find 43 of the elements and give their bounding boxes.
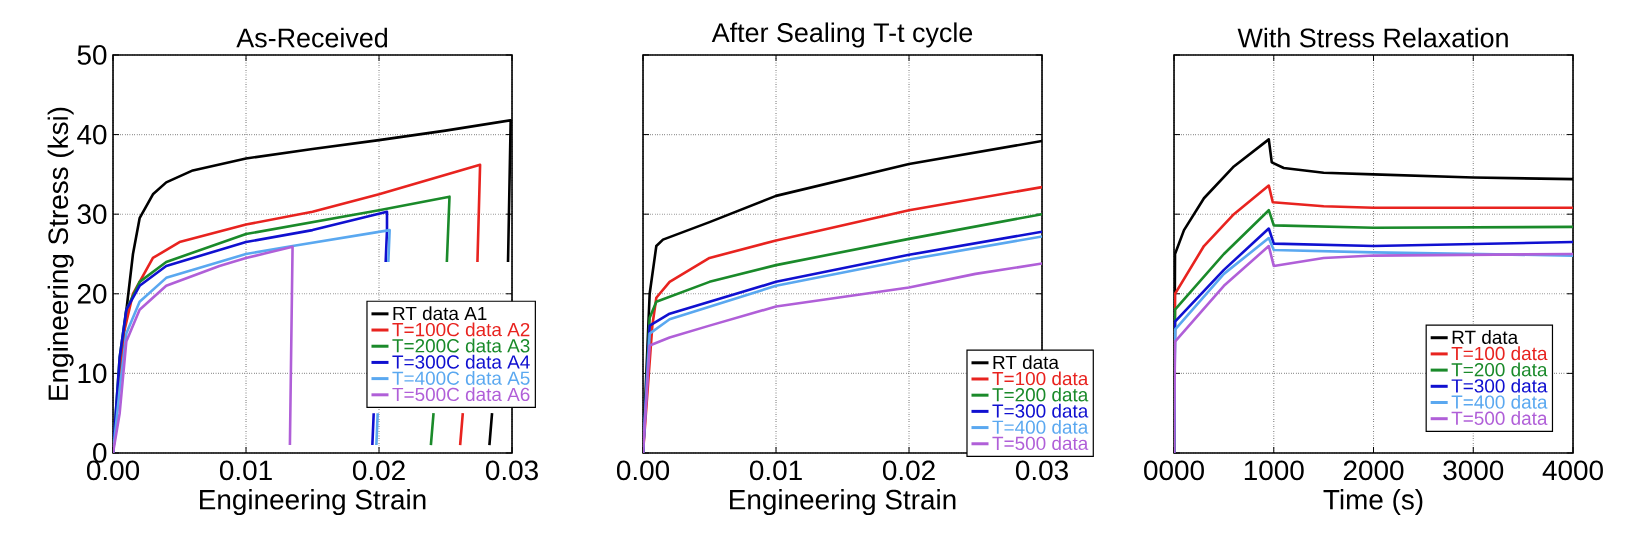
x-tick-label: 0.02 — [882, 460, 935, 481]
x-axis-title: Engineering Strain — [200, 489, 426, 516]
legend-label: RT data — [993, 355, 1059, 370]
x-tick-label: 0.01 — [749, 460, 802, 481]
legend-label: T=200C data A3 — [392, 338, 530, 353]
legend-label: T=100 data — [992, 371, 1089, 386]
legend-label: T=100 data — [1451, 346, 1548, 361]
y-tick-label: 20 — [77, 283, 107, 304]
legend-label: T=200 data — [1451, 362, 1548, 377]
x-tick-label: 0.01 — [219, 460, 272, 481]
chart-title: As-Received — [236, 27, 388, 48]
y-tick-label: 40 — [77, 124, 107, 145]
chart-title: With Stress Relaxation — [1237, 27, 1508, 48]
y-tick-label: 10 — [78, 363, 107, 384]
chart-title: After Sealing T-t cycle — [711, 22, 973, 48]
x-tick-label: 0.02 — [352, 460, 405, 481]
y-tick-label: 30 — [77, 204, 107, 225]
legend-label: T=300C data A4 — [392, 354, 530, 369]
x-tick-label: 0.03 — [485, 460, 538, 481]
legend-label: T=300 data — [992, 403, 1089, 418]
legend-label: T=100C data A2 — [392, 322, 530, 337]
x-tick-label: 3000 — [1443, 460, 1504, 481]
x-axis-title: Engineering Strain — [730, 489, 956, 516]
legend-label: T=500 data — [992, 436, 1089, 451]
x-tick-label: 4000 — [1542, 460, 1603, 481]
legend-label: RT data A1 — [393, 306, 487, 321]
x-axis-title: Time (s) — [1323, 489, 1423, 516]
x-tick-label: 0.03 — [1015, 460, 1068, 481]
legend-label: T=400C data A5 — [392, 371, 530, 385]
x-tick-label: 0.00 — [616, 460, 670, 481]
legend-label: RT data — [1452, 330, 1519, 345]
x-tick-label: 2000 — [1343, 460, 1404, 481]
line-series — [113, 245, 294, 453]
y-tick-label: 50 — [77, 45, 107, 65]
legend-label: T=400 data — [992, 419, 1089, 434]
legend-label: T=500C data A6 — [392, 387, 530, 402]
y-axis-title: Engineering Stress (ksi) — [47, 107, 74, 400]
legend-label: T=500 data — [1451, 411, 1548, 425]
legend-label: T=200 data — [992, 387, 1089, 402]
x-tick-label: 0000 — [1144, 460, 1204, 481]
x-tick-label: 1000 — [1244, 460, 1304, 481]
legend-label: T=300 data — [1451, 378, 1548, 393]
legend-label: T=400 data — [1451, 394, 1548, 409]
